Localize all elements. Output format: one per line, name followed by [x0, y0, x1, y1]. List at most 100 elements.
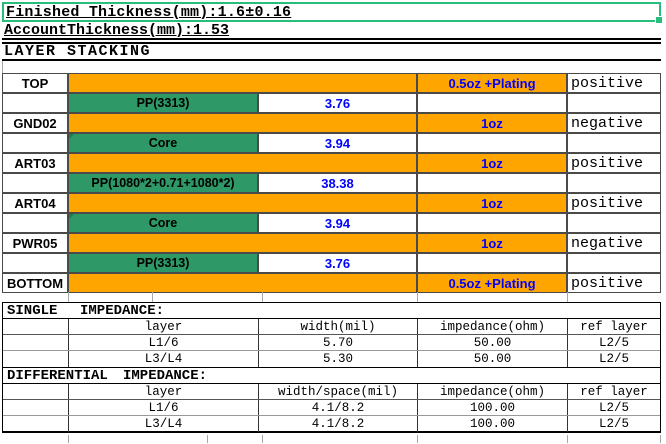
polarity-cell[interactable]: positive — [567, 73, 661, 93]
polarity-cell[interactable]: positive — [567, 153, 661, 173]
row-index-cell[interactable] — [3, 400, 69, 415]
material-cell[interactable]: PP(1080*2+0.71+1080*2) — [68, 173, 258, 193]
material-cell[interactable]: PP(3313) — [68, 253, 258, 273]
gridline-stub — [567, 435, 568, 443]
impedance-data-cell[interactable]: 50.00 — [418, 335, 568, 350]
layer-name-cell[interactable]: PWR05 — [2, 233, 68, 253]
polarity-cell[interactable]: negative — [567, 233, 661, 253]
layer-name-cell[interactable]: ART03 — [2, 153, 68, 173]
impedance-data-cell[interactable]: L1/6 — [69, 400, 259, 415]
spacer-cell[interactable] — [2, 213, 68, 233]
impedance-header-cell[interactable]: ref layer — [580, 384, 648, 399]
row-index-cell[interactable] — [3, 416, 69, 432]
material-cell[interactable]: PP(3313) — [68, 93, 258, 113]
material-cell[interactable]: Core — [68, 213, 258, 233]
spacer-cell[interactable] — [567, 173, 661, 193]
copper-foil-bar[interactable] — [68, 113, 417, 133]
impedance-header-cell[interactable]: layer — [69, 319, 259, 334]
layer-stacking-title-cell[interactable]: LAYER STACKING — [2, 42, 661, 61]
impedance-header-cell[interactable]: layer — [69, 384, 259, 399]
polarity-cell[interactable]: positive — [567, 273, 661, 293]
layer-name-text: ART04 — [14, 195, 56, 211]
polarity-cell[interactable]: positive — [567, 193, 661, 213]
layer-name-text: BOTTOM — [6, 275, 64, 291]
account-thickness-cell[interactable]: AccountThickness(mm):1.53 — [2, 22, 661, 40]
impedance-header-cell[interactable]: width(mil) — [259, 319, 418, 334]
impedance-data-cell[interactable]: L1/6 — [69, 335, 259, 350]
spacer-cell[interactable] — [2, 173, 68, 193]
impedance-data-cell[interactable]: L3/L4 — [69, 416, 259, 432]
spacer-cell[interactable] — [417, 253, 567, 273]
row-index-cell[interactable] — [3, 335, 69, 350]
impedance-data-cell[interactable]: 100.00 — [418, 416, 568, 432]
gridline-stub — [262, 435, 263, 443]
impedance-data-cell[interactable]: 4.1/8.2 — [259, 400, 418, 415]
selection-fill-handle-icon[interactable] — [655, 16, 663, 24]
layer-name-cell[interactable]: ART04 — [2, 193, 68, 213]
row-index-cell[interactable] — [3, 319, 69, 334]
gridline-stub — [68, 435, 69, 443]
copper-foil-bar[interactable] — [68, 73, 417, 93]
gridline-stub — [567, 292, 568, 302]
impedance-data-cell[interactable]: L2/5 — [598, 417, 629, 431]
row-index-cell[interactable] — [3, 351, 69, 367]
spacer-cell[interactable] — [567, 213, 661, 233]
impedance-header-cell[interactable]: impedance(ohm) — [418, 319, 568, 334]
impedance-data-row: L3/L4 5.30 50.00 L2/5 — [3, 351, 660, 367]
cell-flag-icon — [69, 134, 74, 139]
gridline-stub — [152, 292, 153, 302]
spacer-cell[interactable] — [2, 93, 68, 113]
polarity-cell[interactable]: negative — [567, 113, 661, 133]
spacer-cell[interactable] — [417, 133, 567, 153]
copper-weight-text: 1oz — [481, 235, 503, 251]
copper-foil-bar[interactable] — [68, 273, 417, 293]
single-impedance-table: SINGLE IMPEDANCE: layer width(mil) impedance… — [2, 302, 661, 368]
impedance-header-cell[interactable]: width/space(mil) — [259, 384, 418, 399]
material-cell[interactable]: Core — [68, 133, 258, 153]
spacer-cell[interactable] — [417, 93, 567, 113]
spacer-cell[interactable] — [2, 253, 68, 273]
thickness-cell[interactable]: 3.94 — [258, 133, 417, 153]
impedance-header-cell[interactable]: impedance(ohm) — [418, 384, 568, 399]
impedance-data-cell[interactable]: 5.70 — [259, 335, 418, 350]
impedance-header-cell[interactable]: ref layer — [580, 319, 648, 334]
impedance-data-cell[interactable]: 50.00 — [418, 351, 568, 367]
copper-foil-bar[interactable] — [68, 153, 417, 173]
copper-weight-cell[interactable]: 1oz — [417, 193, 567, 213]
finished-thickness-cell[interactable]: Finished Thickness(mm):1.6±0.16 — [2, 2, 663, 24]
layer-name-cell[interactable]: GND02 — [2, 113, 68, 133]
copper-foil-bar[interactable] — [68, 193, 417, 213]
spacer-cell[interactable] — [567, 253, 661, 273]
impedance-data-cell[interactable]: L3/L4 — [69, 351, 259, 367]
layer-name-cell[interactable]: BOTTOM — [2, 273, 68, 293]
thickness-cell[interactable]: 3.94 — [258, 213, 417, 233]
thickness-cell[interactable]: 3.76 — [258, 253, 417, 273]
impedance-data-cell[interactable]: 4.1/8.2 — [259, 416, 418, 432]
impedance-data-cell[interactable]: 100.00 — [418, 400, 568, 415]
spacer-cell[interactable] — [2, 133, 68, 153]
row-index-cell[interactable] — [3, 384, 69, 399]
gridline-stub — [660, 435, 661, 443]
thickness-text: 3.76 — [324, 255, 351, 271]
impedance-title-row[interactable]: DIFFERENTIAL IMPEDANCE: — [3, 368, 660, 384]
copper-weight-cell[interactable]: 0.5oz +Plating — [417, 273, 567, 293]
thickness-cell[interactable]: 3.76 — [258, 93, 417, 113]
impedance-data-cell[interactable]: L2/5 — [598, 400, 629, 415]
spacer-cell[interactable] — [567, 133, 661, 153]
thickness-cell[interactable]: 38.38 — [258, 173, 417, 193]
impedance-title-row[interactable]: SINGLE IMPEDANCE: — [3, 303, 660, 319]
copper-weight-cell[interactable]: 1oz — [417, 113, 567, 133]
layer-name-cell[interactable]: TOP — [2, 73, 68, 93]
copper-weight-cell[interactable]: 0.5oz +Plating — [417, 73, 567, 93]
impedance-data-cell[interactable]: L2/5 — [598, 335, 629, 350]
impedance-title-word2: IMPEDANCE: — [80, 302, 165, 319]
impedance-data-cell[interactable]: 5.30 — [259, 351, 418, 367]
spacer-cell[interactable] — [567, 93, 661, 113]
spacer-cell[interactable] — [417, 173, 567, 193]
spacer-cell[interactable] — [417, 213, 567, 233]
copper-weight-cell[interactable]: 1oz — [417, 233, 567, 253]
impedance-data-cell[interactable]: L2/5 — [598, 352, 629, 366]
copper-foil-bar[interactable] — [68, 233, 417, 253]
copper-weight-text: 1oz — [481, 155, 503, 171]
copper-weight-cell[interactable]: 1oz — [417, 153, 567, 173]
